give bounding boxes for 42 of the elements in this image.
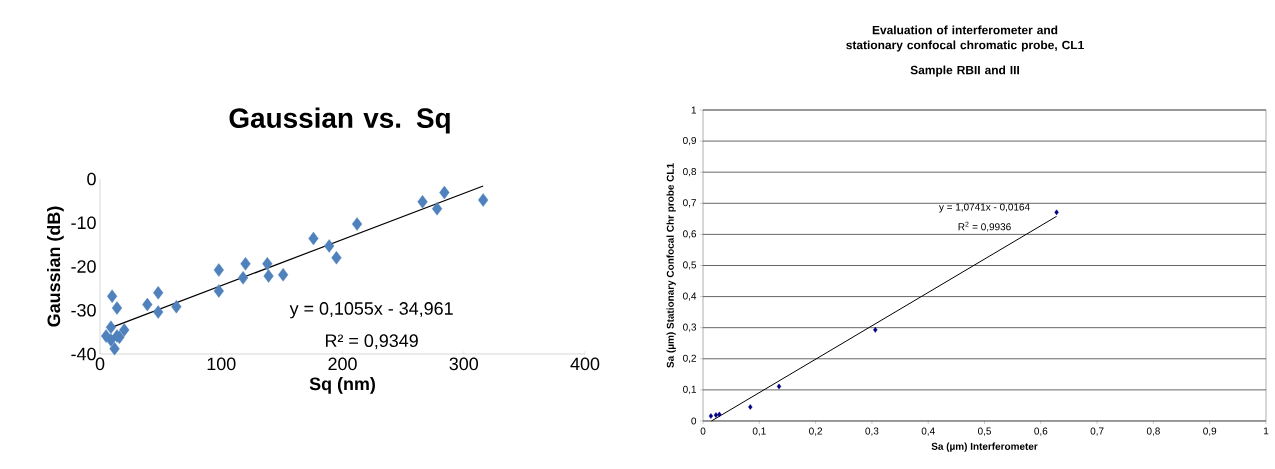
- x-tick-label: 0,2: [809, 427, 823, 436]
- y-tick-label: -30: [71, 303, 96, 317]
- y-tick-label: 1: [691, 106, 697, 114]
- y-axis-title: Sa (µm) Stationary Confocal Chr probe CL1: [666, 163, 676, 368]
- x-tick-label: 0,5: [977, 427, 992, 436]
- x-tick-label: 0,8: [1146, 427, 1160, 436]
- x-tick-label: 0: [95, 357, 105, 371]
- y-tick-label: -20: [71, 260, 96, 273]
- chart-title: Evaluation of interferometer and stationary confocal chromatic probe, CL1: [846, 25, 1084, 52]
- annotation: y = 1,0741x - 0,0164: [938, 203, 1030, 213]
- y-tick-label: 0,4: [683, 292, 697, 301]
- x-tick-label: 300: [449, 357, 479, 371]
- annotation: R² = 0,9349: [325, 334, 418, 350]
- x-tick-label: 200: [328, 357, 357, 371]
- y-tick-label: 0,8: [683, 168, 697, 177]
- y-axis-title: Gaussian (dB): [47, 206, 64, 327]
- x-tick-label: 0,3: [865, 427, 879, 436]
- x-axis-title: Sq (nm): [309, 377, 375, 394]
- y-tick-label: 0: [87, 172, 96, 186]
- chart-title: Gaussian vs. Sq: [229, 107, 450, 134]
- y-tick-label: 0,7: [683, 199, 696, 208]
- y-tick-label: 0,6: [683, 230, 697, 239]
- y-tick-label: 0,5: [683, 261, 697, 270]
- y-tick-label: 0,1: [683, 385, 697, 395]
- y-tick-label: 0,9: [683, 136, 697, 146]
- y-tick-label: 0: [691, 417, 697, 425]
- x-tick-label: 100: [207, 357, 236, 371]
- x-tick-label: 1: [1264, 427, 1269, 435]
- annotation: y = 0,1055x - 34,961: [289, 302, 453, 319]
- x-tick-label: 0: [700, 427, 706, 435]
- x-axis-title: Sa (µm) Interferometer: [931, 442, 1038, 452]
- x-tick-label: 400: [570, 357, 600, 371]
- y-tick-label: -10: [71, 216, 96, 230]
- x-tick-label: 0,7: [1090, 427, 1104, 436]
- x-tick-label: 0,6: [1034, 427, 1048, 436]
- annotation: R$^{2}$ = 0,9936: [958, 221, 1011, 232]
- y-tick-label: 0,3: [683, 323, 697, 332]
- y-tick-label: -40: [71, 347, 96, 361]
- x-tick-label: 0,4: [921, 427, 935, 436]
- x-tick-label: 0,1: [752, 427, 766, 436]
- chart-subtitle: Sample RBII and III: [910, 65, 1019, 77]
- x-tick-label: 0,9: [1203, 427, 1217, 436]
